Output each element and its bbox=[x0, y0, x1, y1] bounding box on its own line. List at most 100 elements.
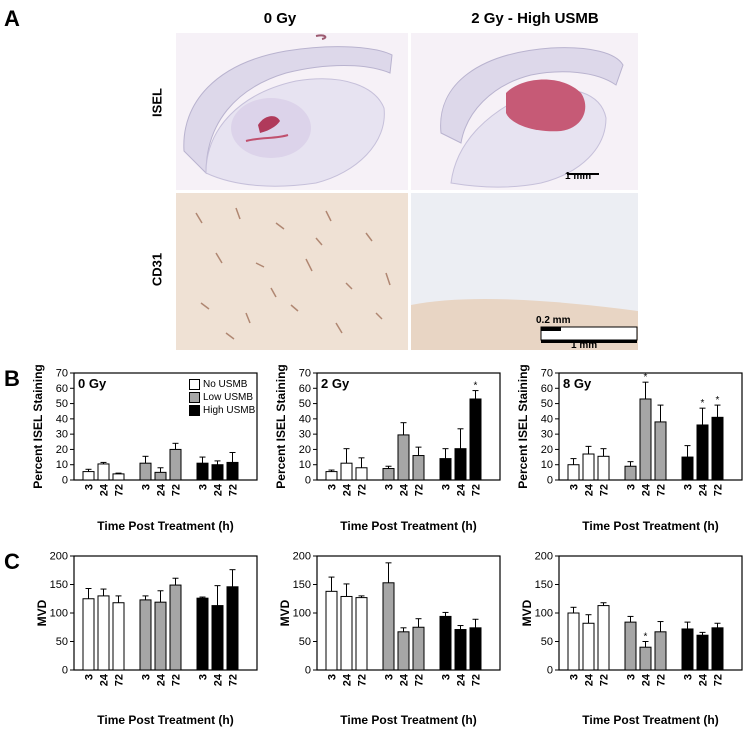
bar-no-usmb-3h bbox=[567, 464, 580, 481]
bar-low-usmb-24h bbox=[397, 631, 410, 671]
x-tick-label: 3 bbox=[198, 484, 210, 490]
y-tick-label: 0 bbox=[62, 475, 68, 487]
y-tick-label: 20 bbox=[299, 444, 311, 456]
y-tick-label: 200 bbox=[293, 551, 311, 563]
bar-low-usmb-3h bbox=[624, 621, 637, 671]
x-tick-label: 24 bbox=[99, 483, 111, 496]
y-tick-label: 150 bbox=[293, 579, 311, 591]
y-axis-label: MVD bbox=[278, 599, 292, 626]
significance-star: * bbox=[701, 398, 705, 409]
bar-no-usmb-72h bbox=[597, 605, 610, 671]
x-tick-label: 24 bbox=[698, 673, 710, 686]
y-tick-label: 70 bbox=[299, 368, 311, 380]
x-tick-label: 3 bbox=[441, 484, 453, 490]
bar-low-usmb-24h bbox=[397, 434, 410, 481]
bar-no-usmb-72h bbox=[112, 473, 125, 481]
x-tick-label: 3 bbox=[569, 674, 581, 680]
significance-star: * bbox=[474, 381, 478, 392]
x-tick-label: 3 bbox=[384, 674, 396, 680]
y-tick-label: 70 bbox=[541, 368, 553, 380]
y-tick-label: 10 bbox=[299, 459, 311, 471]
bar-high-usmb-24h bbox=[211, 605, 224, 671]
legend: No USMB Low USMB High USMB bbox=[189, 378, 255, 417]
legend-label-low-usmb: Low USMB bbox=[203, 392, 254, 403]
bar-low-usmb-24h bbox=[154, 471, 167, 481]
significance-star: * bbox=[644, 632, 648, 643]
x-tick-label: 72 bbox=[414, 674, 426, 686]
x-tick-label: 3 bbox=[683, 484, 695, 490]
chart-isel-0gy: 0 10 20 30 40 50 60 70 Percent ISEL Staining 0 Gy… bbox=[31, 365, 258, 533]
bar-no-usmb-24h bbox=[97, 595, 110, 671]
panel-b-letter: B bbox=[4, 366, 20, 391]
legend-label-high-usmb: High USMB bbox=[203, 405, 256, 416]
bar-high-usmb-72h bbox=[226, 461, 239, 481]
legend-swatch-low-usmb bbox=[189, 392, 200, 403]
x-tick-label: 72 bbox=[713, 674, 725, 686]
y-tick-label: 30 bbox=[541, 429, 553, 441]
bar-high-usmb-3h bbox=[439, 458, 452, 481]
y-axis-label: MVD bbox=[520, 599, 534, 626]
significance-star: * bbox=[644, 372, 648, 383]
chart-isel-8gy: 0 10 20 30 40 50 60 70 Percent ISEL Staining 8 Gy… bbox=[516, 365, 743, 533]
y-tick-label: 60 bbox=[56, 383, 68, 395]
bar-no-usmb-72h bbox=[355, 467, 368, 481]
y-tick-label: 50 bbox=[56, 398, 68, 410]
bar-high-usmb-24h bbox=[211, 464, 224, 481]
x-tick-label: 72 bbox=[599, 484, 611, 496]
y-tick-label: 40 bbox=[541, 413, 553, 425]
bar-high-usmb-3h bbox=[196, 597, 209, 671]
column-title-0gy: 0 Gy bbox=[263, 10, 297, 27]
bar-high-usmb-72h bbox=[226, 586, 239, 671]
x-tick-label: 24 bbox=[698, 483, 710, 496]
x-tick-label: 24 bbox=[399, 673, 411, 686]
x-tick-label: 24 bbox=[213, 483, 225, 496]
y-tick-label: 100 bbox=[293, 608, 311, 620]
x-tick-label: 72 bbox=[713, 484, 725, 496]
x-tick-label: 3 bbox=[141, 484, 153, 490]
x-tick-label: 72 bbox=[228, 484, 240, 496]
bar-low-usmb-72h bbox=[654, 421, 667, 481]
bar-low-usmb-3h bbox=[139, 599, 152, 671]
y-tick-label: 10 bbox=[541, 459, 553, 471]
y-tick-label: 20 bbox=[541, 444, 553, 456]
bar-no-usmb-3h bbox=[325, 590, 338, 671]
isel-0gy-image bbox=[176, 33, 408, 190]
y-tick-label: 10 bbox=[56, 459, 68, 471]
y-tick-label: 50 bbox=[541, 636, 553, 648]
bar-no-usmb-24h bbox=[582, 622, 595, 671]
chart-title: 2 Gy bbox=[321, 376, 350, 391]
y-axis-label: Percent ISEL Staining bbox=[31, 365, 45, 489]
row-label-isel: ISEL bbox=[149, 88, 165, 117]
bar-no-usmb-24h bbox=[97, 463, 110, 481]
bar-no-usmb-24h bbox=[582, 453, 595, 481]
scalebar-label-0-2mm: 0.2 mm bbox=[536, 315, 571, 326]
x-tick-label: 24 bbox=[641, 673, 653, 686]
y-tick-label: 60 bbox=[299, 383, 311, 395]
y-tick-label: 0 bbox=[547, 665, 553, 677]
panel-c-letter: C bbox=[4, 549, 20, 574]
x-tick-label: 24 bbox=[456, 483, 468, 496]
bar-high-usmb-24h bbox=[454, 448, 467, 481]
y-tick-label: 50 bbox=[541, 398, 553, 410]
x-tick-label: 24 bbox=[156, 673, 168, 686]
y-tick-label: 100 bbox=[535, 608, 553, 620]
bar-low-usmb-3h bbox=[139, 462, 152, 481]
y-tick-label: 70 bbox=[56, 368, 68, 380]
y-tick-label: 30 bbox=[56, 429, 68, 441]
x-tick-label: 72 bbox=[171, 674, 183, 686]
cd31-0gy-image bbox=[176, 193, 408, 350]
isel-2gy-high-usmb-image: 1 mm bbox=[411, 33, 638, 190]
x-axis-label: Time Post Treatment (h) bbox=[582, 519, 718, 533]
bar-low-usmb-3h bbox=[624, 465, 637, 481]
bar-high-usmb-3h bbox=[681, 628, 694, 671]
bar-no-usmb-72h bbox=[597, 455, 610, 481]
x-axis-label: Time Post Treatment (h) bbox=[97, 519, 233, 533]
bar-low-usmb-72h bbox=[412, 455, 425, 481]
x-tick-label: 72 bbox=[599, 674, 611, 686]
bar-no-usmb-3h bbox=[82, 471, 95, 481]
x-tick-label: 3 bbox=[327, 674, 339, 680]
bar-high-usmb-3h bbox=[439, 615, 452, 671]
